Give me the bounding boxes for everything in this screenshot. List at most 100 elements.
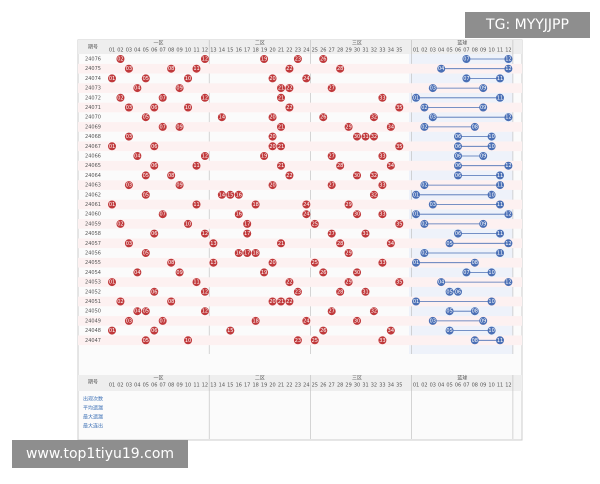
red-ball-number: 12: [202, 309, 208, 315]
red-ball: [124, 181, 133, 190]
red-ball-number: 03: [126, 134, 132, 140]
blue-ball: [428, 84, 437, 93]
column-label: 09: [176, 48, 182, 54]
red-ball-number: 03: [126, 66, 132, 72]
red-ball-number: 27: [329, 183, 335, 189]
blue-ball: [487, 190, 496, 199]
column-label: 02: [421, 383, 427, 389]
red-ball: [192, 64, 201, 73]
red-ball: [386, 239, 395, 248]
red-ball: [192, 278, 201, 287]
red-ball: [277, 122, 285, 131]
red-ball-number: 08: [168, 66, 174, 72]
blue-ball: [454, 152, 462, 160]
red-ball: [158, 93, 167, 102]
column-label: 26: [320, 383, 326, 389]
column-label: 03: [430, 48, 436, 54]
blue-ball-number: 05: [446, 309, 452, 315]
column-label: 24: [303, 48, 309, 54]
red-ball-number: 32: [371, 115, 377, 121]
row-bg: [78, 141, 522, 152]
red-ball-number: 17: [244, 231, 250, 237]
blue-ball: [462, 74, 471, 83]
blue-ball-number: 10: [488, 134, 494, 140]
red-ball-number: 01: [109, 76, 115, 82]
row-bg: [78, 122, 522, 132]
column-label: 28: [337, 383, 343, 389]
blue-ball-number: 02: [421, 124, 427, 130]
issue-number: 24064: [85, 173, 101, 179]
red-ball: [175, 84, 184, 93]
column-label: 18: [252, 383, 258, 389]
red-ball: [268, 74, 277, 83]
red-ball-number: 09: [176, 124, 182, 130]
red-ball: [209, 258, 218, 267]
red-ball-number: 02: [117, 221, 123, 227]
red-ball: [302, 316, 311, 325]
red-ball: [310, 219, 319, 228]
blue-ball: [496, 249, 504, 257]
red-ball: [251, 200, 260, 209]
blue-ball: [496, 171, 504, 180]
issue-number: 24057: [85, 241, 101, 247]
red-ball: [361, 132, 370, 141]
blue-ball-number: 10: [488, 299, 494, 305]
blue-ball: [445, 239, 454, 248]
red-ball: [217, 113, 226, 122]
red-ball-number: 35: [396, 221, 402, 227]
red-ball: [369, 190, 378, 199]
blue-ball: [504, 161, 513, 170]
red-ball-number: 04: [134, 270, 140, 276]
red-ball: [369, 113, 378, 122]
column-label: 16: [236, 48, 242, 54]
blue-ball: [504, 278, 513, 287]
red-ball-number: 33: [379, 183, 385, 189]
column-label: 22: [286, 48, 292, 54]
zone-label: 蓝球: [457, 375, 467, 382]
column-label: 18: [252, 48, 258, 54]
red-ball-number: 13: [210, 260, 216, 266]
red-ball: [327, 84, 336, 93]
red-ball-number: 22: [286, 173, 292, 179]
red-ball: [243, 219, 252, 228]
red-ball: [184, 103, 193, 112]
blue-ball: [504, 64, 513, 73]
red-ball-number: 01: [109, 280, 115, 286]
red-ball: [395, 142, 404, 151]
column-label: 05: [446, 383, 452, 389]
red-ball-number: 22: [286, 280, 292, 286]
red-ball: [184, 336, 193, 345]
blue-ball-number: 12: [505, 163, 511, 169]
issue-number: 24070: [85, 115, 101, 121]
red-ball-number: 21: [278, 95, 284, 101]
red-ball: [395, 103, 404, 112]
red-ball: [217, 190, 226, 199]
blue-ball-number: 09: [480, 318, 486, 324]
column-label: 29: [345, 383, 351, 389]
column-label: 03: [126, 383, 132, 389]
blue-ball-number: 01: [413, 212, 419, 218]
red-ball-number: 05: [143, 76, 149, 82]
blue-ball-number: 11: [497, 76, 503, 82]
column-label: 04: [134, 48, 140, 54]
blue-ball: [412, 93, 420, 102]
red-ball-number: 28: [337, 289, 343, 295]
red-ball: [353, 268, 362, 277]
column-label: 12: [505, 383, 511, 389]
column-label: 24: [303, 383, 309, 389]
column-label: 21: [278, 48, 284, 54]
red-ball: [353, 316, 362, 325]
zone-label: 二区: [255, 41, 265, 47]
red-ball: [386, 161, 395, 170]
column-label: 02: [117, 383, 123, 389]
red-ball-number: 02: [117, 95, 123, 101]
column-label: 03: [126, 48, 132, 54]
red-ball-number: 25: [312, 338, 318, 344]
red-ball-number: 20: [269, 134, 275, 140]
column-label: 12: [202, 383, 208, 389]
column-label: 08: [472, 383, 478, 389]
red-ball-number: 33: [379, 212, 385, 218]
red-ball: [327, 229, 336, 238]
red-ball-number: 21: [278, 144, 284, 150]
blue-ball: [420, 103, 429, 112]
